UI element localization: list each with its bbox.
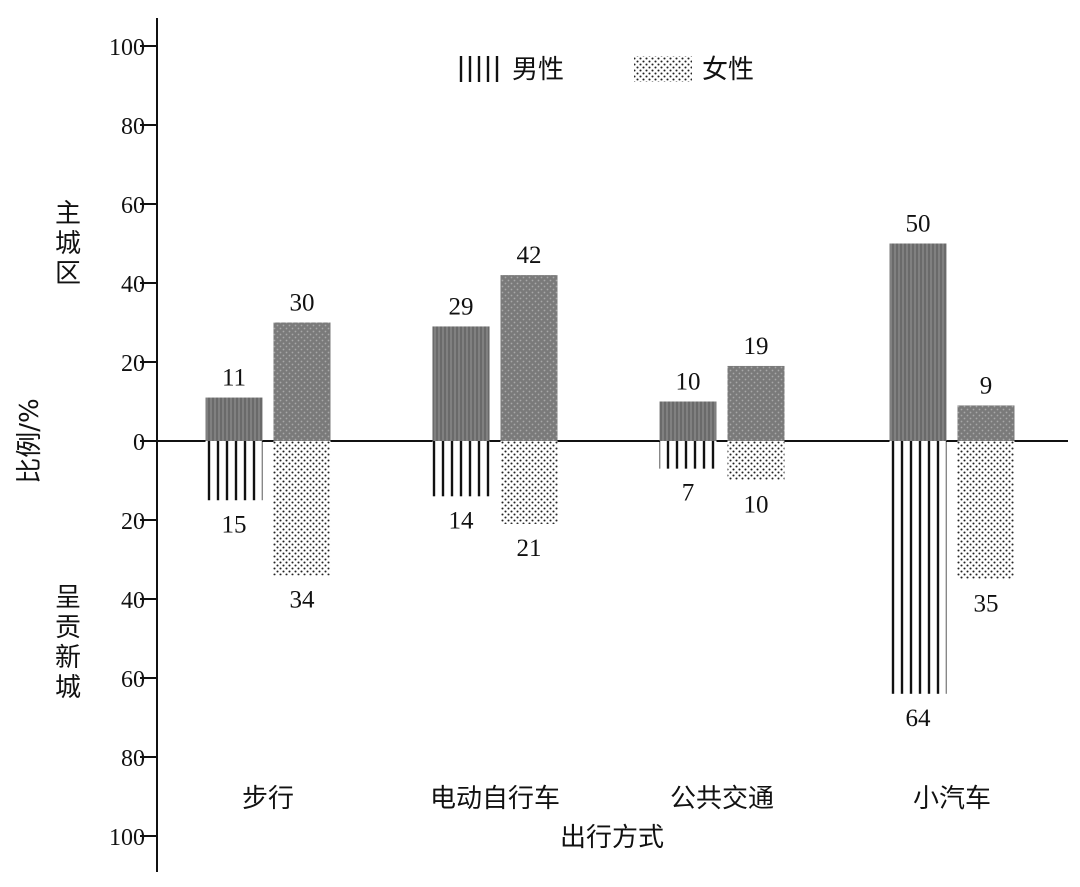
data-label: 30 <box>290 290 315 317</box>
bar-lower-female-0 <box>273 441 331 576</box>
category-labels: 步行 电动自行车 公共交通 小汽车 <box>242 784 991 814</box>
bar-lower-male-1 <box>432 441 490 497</box>
data-label: 14 <box>449 507 475 534</box>
legend: 男性 女性 <box>455 55 754 85</box>
category-label: 公共交通 <box>670 784 774 814</box>
data-label: 11 <box>222 365 246 392</box>
data-label: 9 <box>980 372 993 399</box>
axis-titles: 出行方式 比例/% 主城区 呈贡新城 <box>15 199 664 853</box>
bar-upper-female-0 <box>273 322 331 441</box>
category-label: 电动自行车 <box>430 784 560 814</box>
data-label: 7 <box>682 480 695 507</box>
bar-lower-male-3 <box>889 441 947 694</box>
data-label: 10 <box>676 369 701 396</box>
data-label: 50 <box>906 211 931 238</box>
y-tick-label: 60 <box>121 667 145 693</box>
bar-upper-female-3 <box>957 405 1015 441</box>
data-label: 64 <box>906 705 932 732</box>
y-tick-label: 0 <box>133 430 145 456</box>
data-labels: 11 29 10 50 30 42 19 9 15 14 7 64 34 21 10 35 <box>222 211 999 732</box>
data-label: 29 <box>449 293 474 320</box>
y-tick-label: 100 <box>109 35 145 61</box>
data-label: 10 <box>744 492 769 519</box>
bar-lower-female-1 <box>500 441 558 524</box>
upper-region-label: 主城区 <box>55 199 81 289</box>
x-axis-title: 出行方式 <box>560 823 664 853</box>
y-tick-label: 40 <box>121 588 145 614</box>
bar-lower-female-3 <box>957 441 1015 580</box>
bar-upper-female-2 <box>727 365 785 441</box>
category-label: 步行 <box>242 784 294 814</box>
bar-upper-male-0 <box>205 397 263 441</box>
y-tick-label: 80 <box>121 746 145 772</box>
y-tick-label: 20 <box>121 509 145 535</box>
y-tick-label: 100 <box>109 825 145 851</box>
y-tick-label: 40 <box>121 272 145 298</box>
legend-label-male: 男性 <box>512 55 564 85</box>
category-label: 小汽车 <box>913 784 991 814</box>
bar-lower-female-2 <box>727 441 785 481</box>
y-tick-label: 20 <box>121 351 145 377</box>
y-ticks: 0 20 40 60 80 100 20 40 60 80 100 <box>109 35 157 851</box>
bar-upper-male-2 <box>659 401 717 441</box>
legend-swatch-male <box>455 56 501 82</box>
bar-upper-male-1 <box>432 326 490 441</box>
data-label: 34 <box>290 586 316 613</box>
data-label: 42 <box>517 242 542 269</box>
y-tick-label: 80 <box>121 114 145 140</box>
bar-lower-male-2 <box>659 441 717 469</box>
bar-lower-male-0 <box>205 441 263 501</box>
bars <box>205 243 1015 694</box>
data-label: 15 <box>222 511 247 538</box>
y-tick-label: 60 <box>121 193 145 219</box>
legend-swatch-female <box>634 56 692 82</box>
y-axis-title: 比例/% <box>15 398 45 483</box>
data-label: 35 <box>974 590 999 617</box>
data-label: 19 <box>744 333 769 360</box>
lower-region-label: 呈贡新城 <box>55 583 81 703</box>
data-label: 21 <box>517 535 542 562</box>
legend-label-female: 女性 <box>702 55 754 85</box>
bar-upper-male-3 <box>889 243 947 441</box>
bar-upper-female-1 <box>500 275 558 441</box>
